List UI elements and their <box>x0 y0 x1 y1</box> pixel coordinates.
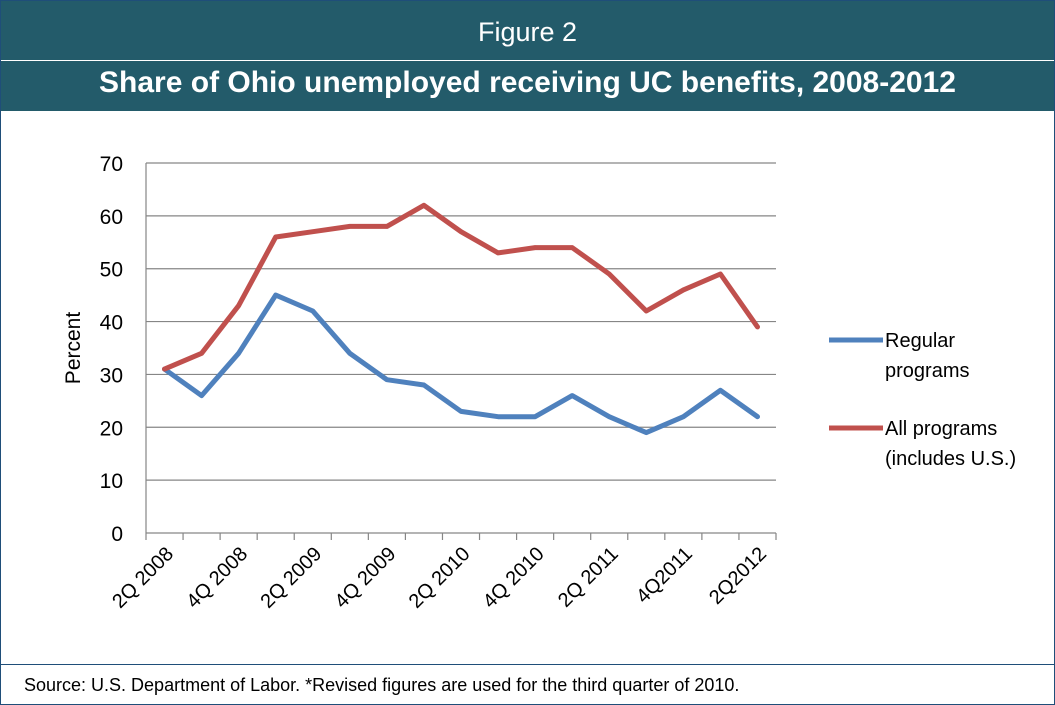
y-tick-label: 70 <box>100 153 123 176</box>
x-tick-label: 2Q2012 <box>705 543 771 609</box>
data-point <box>310 229 315 234</box>
chart-title: Share of Ohio unemployed receiving UC be… <box>99 66 956 99</box>
data-point <box>607 414 612 419</box>
data-point <box>495 250 501 256</box>
x-tick-label: 4Q2011 <box>632 543 697 608</box>
x-tick-label: 2Q 2008 <box>108 543 178 613</box>
y-tick-label: 60 <box>100 206 123 229</box>
data-point <box>755 324 760 330</box>
figure-label: Figure 2 <box>477 17 578 47</box>
source-note: Source: U.S. Department of Labor. *Revis… <box>24 675 740 695</box>
source-divider <box>1 664 1054 665</box>
data-point <box>162 366 167 372</box>
data-point <box>644 308 649 314</box>
y-tick-label: 40 <box>100 312 123 335</box>
legend-label-1: All programs <box>885 418 997 440</box>
data-point <box>718 388 723 393</box>
data-point <box>384 224 390 229</box>
y-tick-label: 0 <box>111 523 123 546</box>
x-tick-label: 4Q 2010 <box>479 543 549 613</box>
y-tick-label: 10 <box>100 470 123 493</box>
data-point <box>607 271 612 277</box>
data-point <box>644 430 649 435</box>
data-point <box>681 414 686 419</box>
data-point <box>718 271 723 277</box>
data-point <box>199 351 204 356</box>
data-point <box>347 224 353 229</box>
data-point <box>569 245 575 250</box>
data-point <box>273 234 278 240</box>
legend-label-0: programs <box>885 360 969 382</box>
data-point <box>458 229 464 234</box>
data-point <box>347 351 353 356</box>
data-point <box>495 414 501 419</box>
data-point <box>384 377 390 382</box>
data-point <box>421 382 427 388</box>
x-tick-label: 4Q 2009 <box>331 543 401 613</box>
data-point <box>681 287 686 293</box>
legend-label-1: (includes U.S.) <box>885 448 1016 470</box>
y-axis-title: Percent <box>62 312 85 385</box>
x-tick-label: 2Q 2010 <box>405 543 475 613</box>
data-point <box>532 245 538 250</box>
data-point <box>199 393 204 398</box>
chart-area: 0 10 20 30 40 50 60 70 Percent 2Q 2008 4Q 2008 2Q 2… <box>1 111 1054 664</box>
x-tick-label: 2Q 2009 <box>256 543 326 613</box>
figure-header: Figure 2 Share of Ohio unemployed receiv… <box>1 1 1054 111</box>
legend-label-0: Regular <box>885 330 955 352</box>
data-point <box>755 414 760 419</box>
data-point <box>421 203 427 208</box>
y-tick-label: 50 <box>100 259 123 282</box>
y-tick-label: 20 <box>100 417 123 440</box>
data-point <box>273 292 278 298</box>
y-tick-label: 30 <box>100 364 123 387</box>
data-point <box>532 414 538 419</box>
header-divider <box>1 60 1054 61</box>
x-tick-label: 2Q 2011 <box>554 543 623 612</box>
data-point <box>458 409 464 414</box>
data-point <box>569 393 575 398</box>
data-point <box>310 308 315 314</box>
data-point <box>236 351 241 356</box>
data-point <box>236 303 241 308</box>
x-tick-label: 4Q 2008 <box>182 543 252 613</box>
